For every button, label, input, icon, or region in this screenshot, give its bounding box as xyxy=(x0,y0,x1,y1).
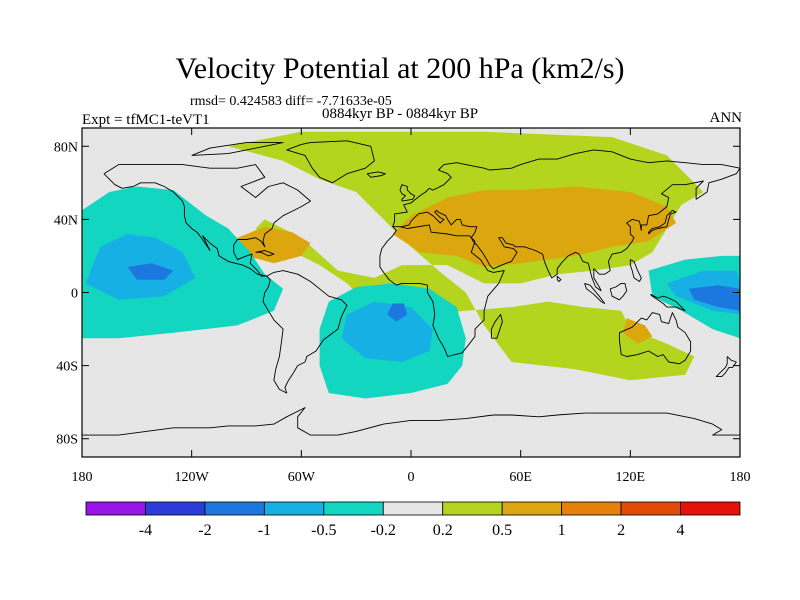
lat-tick-label: 40N xyxy=(54,213,78,228)
colorbar-swatch xyxy=(561,501,622,516)
lon-tick-label: 60E xyxy=(509,470,532,485)
coastline-new-guinea xyxy=(650,293,686,312)
stats-text: rmsd= 0.424583 diff= -7.71633e-05 xyxy=(190,94,392,109)
lat-tick-label: 0 xyxy=(71,287,78,302)
lon-tick-label: 180 xyxy=(72,470,93,485)
colorbar-swatch xyxy=(323,501,384,516)
coastline-arctic-islands xyxy=(191,142,284,156)
coastline-australia xyxy=(618,312,692,365)
lat-tick-label: 40S xyxy=(56,360,78,375)
coastline-sumatra xyxy=(584,282,606,304)
colorbar-swatch xyxy=(204,501,265,516)
colorbar: -4 -2 -1 -0.5 -0.2 0.2 0.5 1 2 4 xyxy=(85,501,741,539)
colorbar-swatch xyxy=(145,501,206,516)
colorbar-label: -0.2 xyxy=(371,522,396,539)
colorbar-label: 2 xyxy=(617,522,625,539)
period-text: 0884kyr BP - 0884kyr BP xyxy=(322,106,479,122)
colorbar-swatch xyxy=(442,501,503,516)
coastline-madagascar xyxy=(490,313,503,339)
coastline-greenland xyxy=(286,140,375,184)
coastline-new-zealand xyxy=(715,356,737,378)
colorbar-label: 0.2 xyxy=(433,522,453,539)
coastline-cuba xyxy=(255,250,275,257)
coastline-north-america xyxy=(103,164,311,277)
coastline-iceland xyxy=(366,171,386,178)
contour-region xyxy=(237,226,311,264)
colorbar-swatch xyxy=(680,501,741,516)
contour-region xyxy=(392,186,676,267)
coastline-philippines xyxy=(629,259,642,282)
colorbar-swatch xyxy=(85,501,146,516)
lon-tick-label: 120W xyxy=(175,470,210,485)
map-title: Velocity Potential at 200 hPa (km2/s) xyxy=(175,52,625,85)
colorbar-label: 1 xyxy=(558,522,566,539)
coastline-eurasia-africa xyxy=(379,149,740,357)
coastline-antarctica xyxy=(82,407,740,436)
lat-tick-label: 80S xyxy=(56,433,78,448)
contour-region xyxy=(623,318,653,344)
colorbar-label: -2 xyxy=(198,522,211,539)
coastline-japan xyxy=(648,209,677,235)
coastline-sri-lanka xyxy=(556,275,562,282)
colorbar-label: -1 xyxy=(258,522,271,539)
coastlines xyxy=(82,140,740,436)
colorbar-swatch xyxy=(501,501,563,516)
contour-region xyxy=(341,301,433,362)
colorbar-label: -0.5 xyxy=(311,522,336,539)
contour-regions xyxy=(82,131,740,399)
contour-region xyxy=(127,263,174,280)
lon-tick-label: 0 xyxy=(408,470,415,485)
map-area xyxy=(82,128,740,457)
lon-tick-label: 60W xyxy=(288,470,316,485)
season-text: ANN xyxy=(709,110,743,126)
colorbar-swatch xyxy=(382,501,444,516)
lon-tick-label: 180 xyxy=(730,470,751,485)
colorbar-swatch xyxy=(263,501,325,516)
contour-region xyxy=(688,285,740,311)
lat-tick-label: 80N xyxy=(54,140,78,155)
colorbar-label: 0.5 xyxy=(492,522,512,539)
colorbar-label: 4 xyxy=(677,522,685,539)
colorbar-swatch xyxy=(620,501,681,516)
experiment-text: Expt = tfMC1-teVT1 xyxy=(82,112,210,128)
contour-region xyxy=(387,303,408,322)
coastline-south-america xyxy=(262,270,348,394)
coastline-great-britain xyxy=(399,184,416,202)
axis-ticks: 80N 40N 0 40S 80S 180 120W 60W 0 60E 120E 180 xyxy=(54,128,751,485)
colorbar-label: -4 xyxy=(139,522,152,539)
lon-tick-label: 120E xyxy=(616,470,646,485)
coastline-borneo xyxy=(609,282,628,301)
